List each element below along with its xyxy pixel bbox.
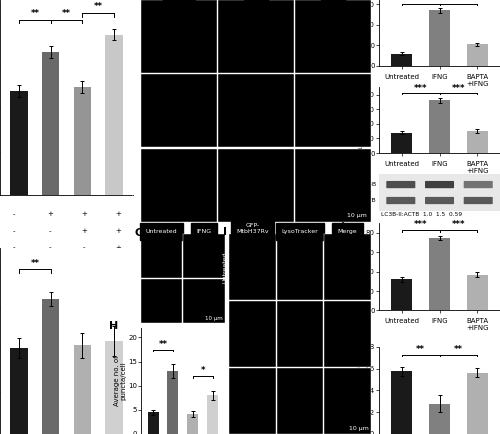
- Text: ***: ***: [452, 83, 465, 92]
- Y-axis label: IFNG: IFNG: [222, 327, 228, 342]
- Bar: [74, 345, 91, 434]
- Text: ACTB: ACTB: [360, 198, 376, 203]
- Title: GFP-
MtbH37Rv: GFP- MtbH37Rv: [236, 223, 268, 234]
- Text: +: +: [116, 211, 121, 217]
- Bar: [392, 372, 412, 434]
- Text: E: E: [340, 82, 348, 92]
- Y-axis label: log₂ cfu/0.5 million cells: log₂ cfu/0.5 million cells: [356, 349, 362, 432]
- Text: -: -: [82, 245, 85, 251]
- Bar: [429, 10, 450, 66]
- Text: ***: ***: [414, 220, 428, 230]
- Text: LC3B: LC3B: [360, 182, 376, 187]
- Text: *: *: [200, 366, 205, 375]
- Bar: [42, 299, 60, 434]
- Text: J: J: [340, 217, 344, 227]
- FancyBboxPatch shape: [386, 181, 416, 188]
- Text: ***: ***: [414, 83, 428, 92]
- Bar: [467, 44, 487, 66]
- Y-axis label: DMEM-
Complete: DMEM- Complete: [129, 243, 140, 270]
- Text: **: **: [416, 345, 425, 354]
- FancyBboxPatch shape: [386, 197, 416, 204]
- Bar: [429, 404, 450, 434]
- Text: **: **: [454, 345, 463, 354]
- Bar: [467, 131, 487, 153]
- Text: 10 µm: 10 µm: [349, 426, 368, 431]
- Y-axis label: IFNG: IFNG: [134, 103, 138, 118]
- Bar: [10, 348, 28, 434]
- Text: **: **: [30, 10, 40, 18]
- Bar: [467, 275, 487, 310]
- Text: ***: ***: [452, 0, 465, 3]
- Text: +: +: [47, 211, 53, 217]
- Y-axis label: Cells with > 5
autolysosomes (%): Cells with > 5 autolysosomes (%): [351, 87, 364, 154]
- Text: +: +: [116, 228, 121, 234]
- Text: -: -: [12, 228, 15, 234]
- Y-axis label: Untreated: Untreated: [222, 251, 228, 283]
- Text: -: -: [12, 211, 15, 217]
- Bar: [168, 371, 178, 434]
- Text: +: +: [81, 211, 87, 217]
- Bar: [10, 91, 28, 195]
- Text: **: **: [62, 10, 71, 18]
- Text: **: **: [30, 259, 40, 268]
- Bar: [207, 395, 218, 434]
- Text: I: I: [224, 227, 228, 237]
- Text: F: F: [340, 170, 348, 180]
- Bar: [429, 100, 450, 153]
- Title: IFNG: IFNG: [196, 229, 212, 234]
- Text: ***: ***: [452, 220, 465, 230]
- Y-axis label: Untreated: Untreated: [134, 21, 138, 52]
- Bar: [467, 372, 487, 434]
- Bar: [74, 87, 91, 195]
- Text: -: -: [12, 245, 15, 251]
- Y-axis label: Average no. of
puncta/cell: Average no. of puncta/cell: [114, 355, 126, 406]
- Text: +: +: [81, 228, 87, 234]
- Bar: [148, 412, 158, 434]
- Text: -: -: [48, 228, 51, 234]
- Title: Merge: Merge: [338, 229, 357, 234]
- Text: 10 µm: 10 µm: [205, 316, 222, 321]
- Text: 10 µm: 10 µm: [348, 213, 367, 218]
- Bar: [42, 52, 60, 195]
- Bar: [392, 279, 412, 310]
- Bar: [392, 133, 412, 153]
- FancyBboxPatch shape: [425, 181, 454, 188]
- Text: ***: ***: [414, 0, 428, 3]
- Title: LysoTracker: LysoTracker: [282, 229, 319, 234]
- Bar: [429, 238, 450, 310]
- Y-axis label: BAPTA+ IFNG: BAPTA+ IFNG: [222, 380, 228, 422]
- Y-axis label: LC3B puncta/cell: LC3B puncta/cell: [358, 3, 364, 62]
- FancyBboxPatch shape: [464, 197, 492, 204]
- Text: H: H: [110, 322, 118, 332]
- Text: **: **: [94, 3, 102, 11]
- Title: Untreated: Untreated: [146, 229, 178, 234]
- Y-axis label: BAPTA + IFNG: BAPTA + IFNG: [134, 163, 138, 207]
- Y-axis label: DMEM without
Calcium: DMEM without Calcium: [129, 281, 140, 321]
- Bar: [392, 53, 412, 66]
- FancyBboxPatch shape: [464, 181, 492, 188]
- Text: -: -: [48, 245, 51, 251]
- Text: C: C: [135, 0, 143, 1]
- FancyBboxPatch shape: [425, 197, 454, 204]
- Text: LC3B-II:ACTB  1.0  1.5  0.59: LC3B-II:ACTB 1.0 1.5 0.59: [382, 213, 462, 217]
- Text: **: **: [158, 340, 168, 349]
- Bar: [106, 35, 123, 195]
- Y-axis label: % colocalization: % colocalization: [358, 238, 364, 295]
- Text: K: K: [340, 340, 349, 350]
- Text: G: G: [135, 228, 144, 238]
- Bar: [188, 414, 198, 434]
- Text: D: D: [340, 0, 349, 5]
- Bar: [106, 341, 123, 434]
- Text: +: +: [116, 245, 121, 251]
